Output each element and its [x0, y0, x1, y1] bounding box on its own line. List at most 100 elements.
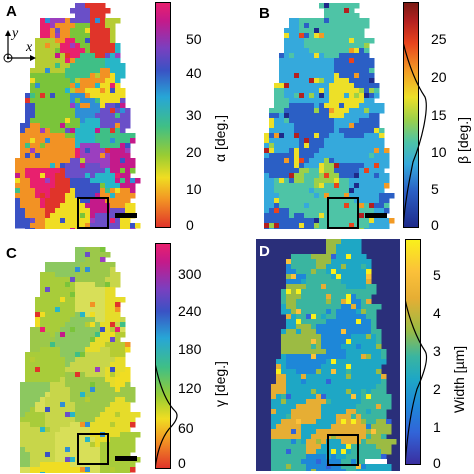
map-pixel — [55, 73, 61, 79]
map-pixel — [105, 327, 111, 333]
map-pixel — [50, 63, 56, 69]
map-pixel — [301, 254, 307, 260]
map-pixel — [359, 198, 365, 204]
map-pixel — [321, 274, 327, 280]
map-pixel — [115, 377, 121, 383]
map-pixel — [289, 188, 295, 194]
map-pixel — [65, 138, 71, 144]
map-pixel — [281, 454, 287, 460]
map-pixel — [331, 359, 337, 365]
map-pixel — [55, 387, 61, 393]
map-pixel — [95, 422, 101, 428]
map-pixel — [55, 327, 61, 333]
map-pixel — [105, 123, 111, 129]
map-pixel — [85, 153, 91, 159]
map-pixel — [316, 339, 322, 345]
map-pixel — [374, 228, 380, 229]
map-pixel — [324, 103, 330, 109]
map-pixel — [40, 457, 46, 463]
map-pixel — [344, 183, 350, 189]
map-pixel — [90, 138, 96, 144]
map-pixel — [349, 123, 355, 129]
map-pixel — [120, 98, 126, 104]
map-pixel — [346, 289, 352, 295]
map-pixel — [326, 379, 332, 385]
map-pixel — [319, 143, 325, 149]
map-pixel — [15, 188, 21, 194]
map-pixel — [100, 93, 106, 99]
map-pixel — [351, 359, 357, 365]
map-pixel — [331, 259, 337, 265]
map-pixel — [314, 133, 320, 139]
map-pixel — [100, 168, 106, 174]
map-pixel — [344, 33, 350, 39]
map-pixel — [55, 397, 61, 403]
map-pixel — [304, 208, 310, 214]
map-pixel — [90, 213, 96, 219]
map-pixel — [381, 359, 387, 365]
map-pixel — [339, 128, 345, 134]
map-pixel — [115, 337, 121, 343]
map-pixel — [361, 264, 367, 270]
map-pixel — [45, 302, 51, 308]
map-pixel — [294, 198, 300, 204]
map-pixel — [366, 454, 372, 460]
map-pixel — [374, 133, 380, 139]
map-pixel — [349, 118, 355, 124]
map-pixel — [329, 103, 335, 109]
map-pixel — [60, 118, 66, 124]
map-pixel — [125, 218, 131, 224]
map-pixel — [95, 43, 101, 49]
map-pixel — [30, 228, 36, 229]
map-pixel — [374, 203, 380, 209]
map-pixel — [85, 262, 91, 268]
map-pixel — [374, 118, 380, 124]
map-pixel — [336, 239, 342, 245]
map-pixel — [314, 158, 320, 164]
map-pixel — [269, 123, 275, 129]
map-pixel — [80, 53, 86, 59]
map-pixel — [50, 133, 56, 139]
map-pixel — [15, 213, 21, 219]
map-pixel — [20, 128, 26, 134]
map-pixel — [379, 128, 385, 134]
map-pixel — [110, 18, 116, 24]
map-pixel — [90, 18, 96, 24]
map-pixel — [299, 228, 305, 229]
map-pixel — [371, 434, 377, 440]
map-pixel — [70, 113, 76, 119]
map-pixel — [294, 133, 300, 139]
map-pixel — [130, 437, 136, 443]
map-pixel — [269, 188, 275, 194]
map-pixel — [110, 397, 116, 403]
map-pixel — [376, 334, 382, 340]
map-pixel — [105, 407, 111, 413]
map-pixel — [95, 83, 101, 89]
map-pixel — [55, 48, 61, 54]
map-pixel — [376, 339, 382, 345]
map-pixel — [65, 292, 71, 298]
map-pixel — [30, 218, 36, 224]
map-pixel — [70, 38, 76, 44]
map-pixel — [289, 143, 295, 149]
map-pixel — [371, 289, 377, 295]
map-pixel — [284, 143, 290, 149]
map-pixel — [50, 282, 56, 288]
map-pixel — [60, 372, 66, 378]
map-pixel — [65, 417, 71, 423]
map-pixel — [346, 369, 352, 375]
map-pixel — [25, 417, 31, 423]
map-pixel — [115, 422, 121, 428]
map-pixel — [90, 437, 96, 443]
map-pixel — [80, 168, 86, 174]
map-pixel — [85, 68, 91, 74]
map-pixel — [110, 168, 116, 174]
map-pixel — [334, 68, 340, 74]
map-pixel — [344, 213, 350, 219]
map-pixel — [324, 228, 330, 229]
map-pixel — [314, 18, 320, 24]
map-pixel — [25, 397, 31, 403]
map-pixel — [30, 168, 36, 174]
map-pixel — [25, 153, 31, 159]
map-pixel — [299, 213, 305, 219]
